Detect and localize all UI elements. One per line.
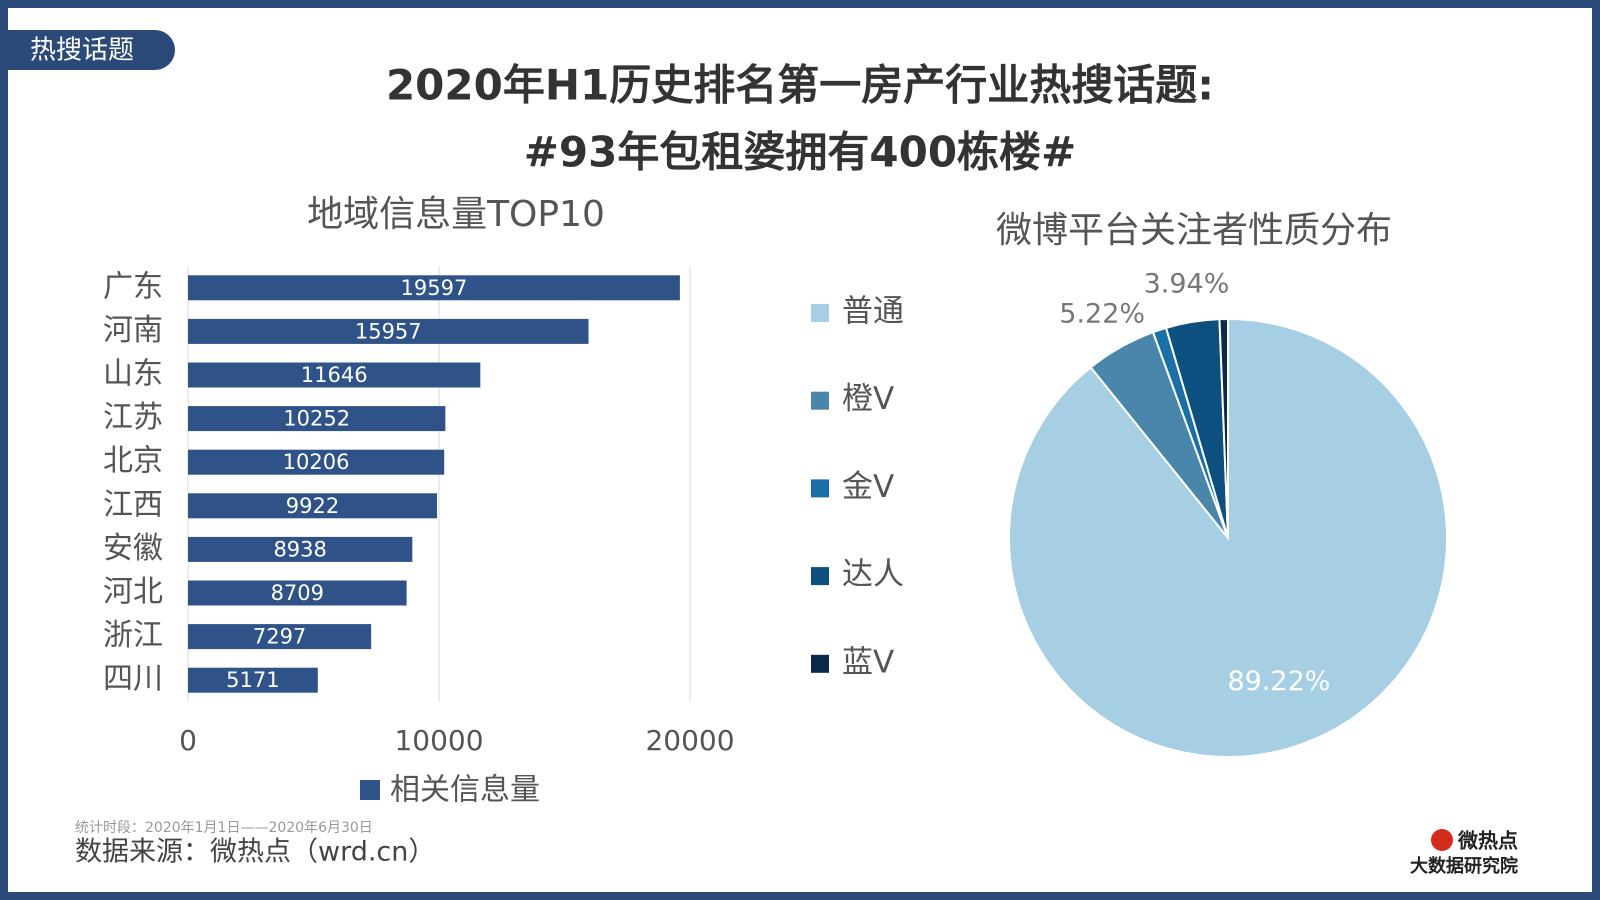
pie-slice	[1218, 317, 1229, 539]
legend-swatch	[360, 780, 380, 800]
footer-source: 数据来源：微热点（wrd.cn）	[75, 837, 435, 868]
bar	[188, 624, 372, 650]
bar	[188, 449, 445, 475]
bar-value-label: 8709	[271, 581, 324, 605]
chart-title: 地域信息量TOP10	[307, 194, 605, 235]
bar-value-label: 5171	[226, 668, 279, 692]
y-tick-label: 浙江	[103, 618, 163, 653]
legend-swatch	[811, 567, 829, 586]
legend-swatch	[811, 391, 829, 410]
legend-swatch	[811, 479, 829, 498]
bar-value-label: 9922	[286, 494, 339, 518]
y-tick-label: 河北	[103, 575, 163, 610]
chart-title: 微博平台关注者性质分布	[996, 210, 1392, 251]
bar	[188, 362, 481, 388]
y-tick-label: 北京	[103, 444, 163, 479]
badge: 热搜话题	[30, 36, 134, 66]
x-tick-label: 10000	[394, 724, 483, 757]
title-line: #93年包租婆拥有400栋楼#	[524, 128, 1077, 177]
bar-value-label: 8938	[273, 537, 326, 561]
legend-label: 蓝V	[842, 644, 894, 680]
logo-icon	[1431, 829, 1453, 851]
y-tick-label: 山东	[103, 357, 163, 392]
bar	[188, 318, 589, 344]
bar	[188, 493, 438, 519]
legend-label: 相关信息量	[390, 773, 540, 808]
badge-bg	[8, 30, 175, 70]
bar	[188, 536, 413, 562]
bar	[188, 406, 446, 432]
y-tick-label: 江西	[103, 487, 163, 522]
bar	[188, 667, 318, 693]
title-line: 2020年H1历史排名第一房产行业热搜话题:	[386, 61, 1214, 110]
y-tick-label: 四川	[103, 662, 163, 697]
logo-subtitle: 大数据研究院	[1410, 855, 1518, 877]
legend-swatch	[811, 304, 829, 322]
y-tick-label: 河南	[103, 313, 163, 348]
footer-period: 统计时段：2020年1月1日——2020年6月30日	[75, 820, 373, 836]
y-tick-label: 广东	[103, 269, 163, 304]
bar	[188, 580, 407, 606]
legend-label: 橙V	[842, 381, 894, 417]
y-tick-label: 江苏	[103, 400, 163, 435]
y-tick-label: 安徽	[103, 531, 163, 566]
x-tick-label: 0	[179, 724, 197, 757]
bar-value-label: 10206	[283, 450, 350, 474]
pie-value-label: 3.94%	[1144, 269, 1230, 300]
x-tick-label: 20000	[645, 724, 734, 757]
bar-value-label: 10252	[283, 407, 350, 431]
legend-label: 达人	[842, 557, 904, 593]
legend-label: 普通	[842, 294, 904, 330]
bar-value-label: 19597	[401, 276, 468, 300]
logo-name: 微热点	[1457, 829, 1518, 853]
pie-value-label: 5.22%	[1059, 298, 1145, 329]
pie-value-label: 89.22%	[1227, 666, 1330, 697]
legend-swatch	[811, 654, 829, 673]
bar	[188, 275, 680, 301]
bar-value-label: 11646	[301, 363, 368, 387]
legend-label: 金V	[842, 469, 894, 505]
bar-value-label: 7297	[253, 625, 306, 649]
bar-value-label: 15957	[355, 319, 422, 343]
